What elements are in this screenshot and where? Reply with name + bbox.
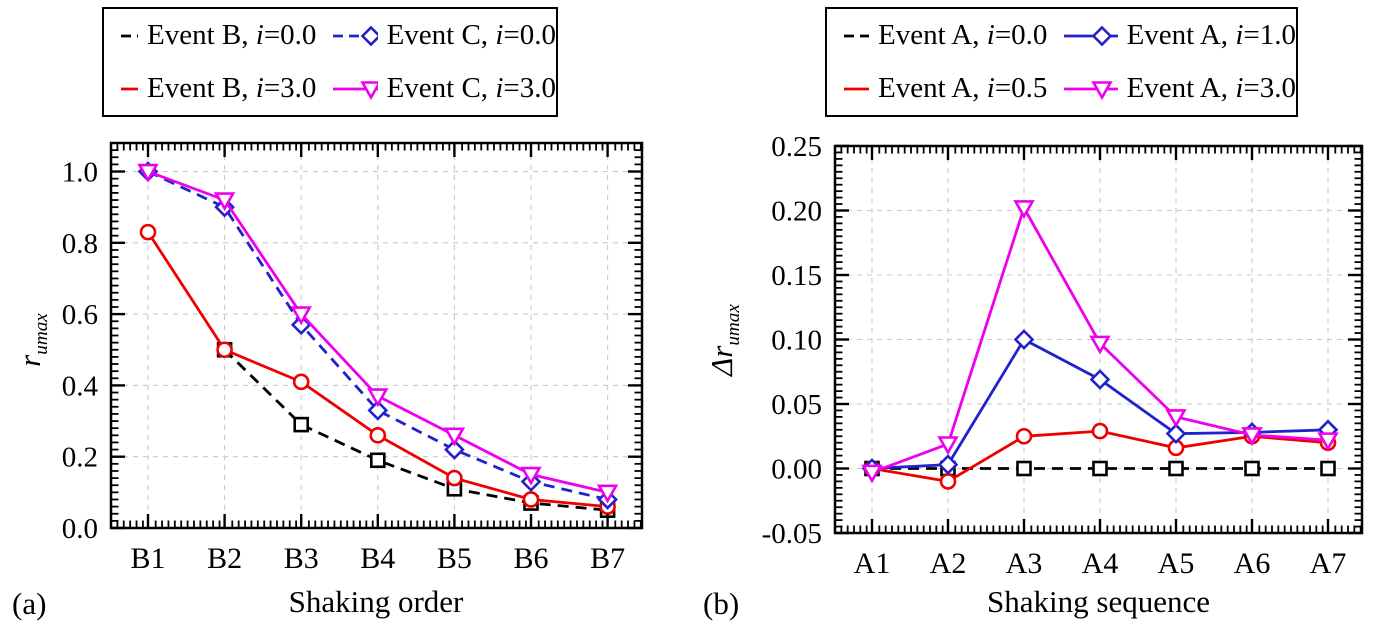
panel-a-ylabel-sub: umax [31,313,53,355]
x-tick-label: B4 [360,542,395,575]
panel-b-legend: Event A, i=0.0 Event A, i=1.0 Event A, i=0… [825,7,1298,117]
x-tick-label: B1 [130,542,165,575]
panel-b-y-axis-title: Δrumax [702,240,745,440]
x-tick-label: A7 [1310,547,1347,580]
x-tick-label: A2 [930,547,967,580]
y-tick-label: 0.2 [62,442,98,474]
y-tick-label: 0.20 [771,196,822,228]
series-Event A, i=3.0 [861,200,1339,484]
y-tick-label: 0.0 [62,513,98,545]
axes-b [833,144,1364,535]
legend-item: Event C, i=3.0 [316,62,556,115]
legend-item: Event B, i=0.0 [104,9,316,62]
x-tick-label: B7 [590,542,625,575]
y-tick-label: 0.15 [771,260,822,292]
series-Event B, i=3.0 [139,223,616,515]
x-tick-label: A6 [1234,547,1271,580]
legend-label: Event A, i=0.0 [878,19,1048,51]
y-tick-label: 0.00 [771,454,822,486]
y-tick-label: 0.05 [771,389,822,421]
panel-b-x-axis-title: Shaking sequence [987,584,1210,619]
tick-labels-b: -0.05 0.00 0.05 0.10 0.15 0.20 0.25 A1 A2 A3 A4 A5 A… [762,131,1347,580]
y-tick-label: 0.4 [62,370,99,402]
legend-label: Event A, i=3.0 [1126,72,1296,104]
legend-label: Event B, i=3.0 [147,72,317,104]
legend-item: Event A, i=0.0 [827,9,1047,62]
legend-label: Event C, i=0.0 [386,19,556,51]
y-tick-label: -0.05 [762,518,822,550]
legend-marker-circle-icon [844,87,869,90]
axes-a [109,141,644,530]
legend-label: Event A, i=0.5 [878,72,1048,104]
panel-b-tag: (b) [703,586,740,621]
legend-label: Event B, i=0.0 [147,19,317,51]
legend-marker-diamond-icon [333,25,378,46]
legend-marker-square-icon [844,34,869,37]
legend-marker-triangle-down-icon [333,80,378,100]
x-tick-label: B2 [207,542,242,575]
y-tick-label: 0.25 [771,131,822,163]
legend-item: Event C, i=0.0 [316,9,556,62]
legend-marker-circle-icon [121,87,139,90]
legend-marker-triangle-down-icon [1064,80,1118,100]
legend-item: Event A, i=3.0 [1047,62,1296,115]
panel-a-y-axis-title: rumax [10,240,53,440]
legend-label: Event A, i=1.0 [1126,19,1296,51]
legend-item: Event A, i=1.0 [1047,9,1296,62]
x-tick-label: A4 [1082,547,1119,580]
y-tick-label: 0.6 [62,299,98,331]
legend-item: Event B, i=3.0 [104,62,316,115]
legend-label: Event C, i=3.0 [386,72,556,104]
legend-item: Event A, i=0.5 [827,62,1047,115]
panel-a-tag: (a) [12,586,47,621]
x-tick-label: A3 [1006,547,1043,580]
x-tick-label: B5 [437,542,472,575]
panel-a-ylabel-main: r [12,354,47,367]
panel-a-x-axis-title: Shaking order [288,584,464,619]
y-tick-label: 1.0 [62,157,98,189]
y-tick-label: 0.10 [771,325,822,357]
panel-b-ylabel-sub: umax [723,304,745,346]
legend-marker-square-icon [121,34,139,37]
x-tick-label: B3 [284,542,319,575]
series-Event C, i=3.0 [137,163,619,504]
x-tick-label: B6 [513,542,548,575]
x-tick-label: A1 [854,547,891,580]
x-tick-label: A5 [1158,547,1195,580]
tick-labels-a: 0.0 0.2 0.4 0.6 0.8 1.0 B1 B2 B3 B4 B5 B6 B7 [62,157,625,575]
panel-b-ylabel-main: Δr [704,345,739,376]
y-tick-label: 0.8 [62,228,98,260]
legend-marker-diamond-icon [1064,25,1118,46]
panel-a-legend: Event B, i=0.0 Event C, i=0.0 Event B, i=3… [102,7,558,117]
